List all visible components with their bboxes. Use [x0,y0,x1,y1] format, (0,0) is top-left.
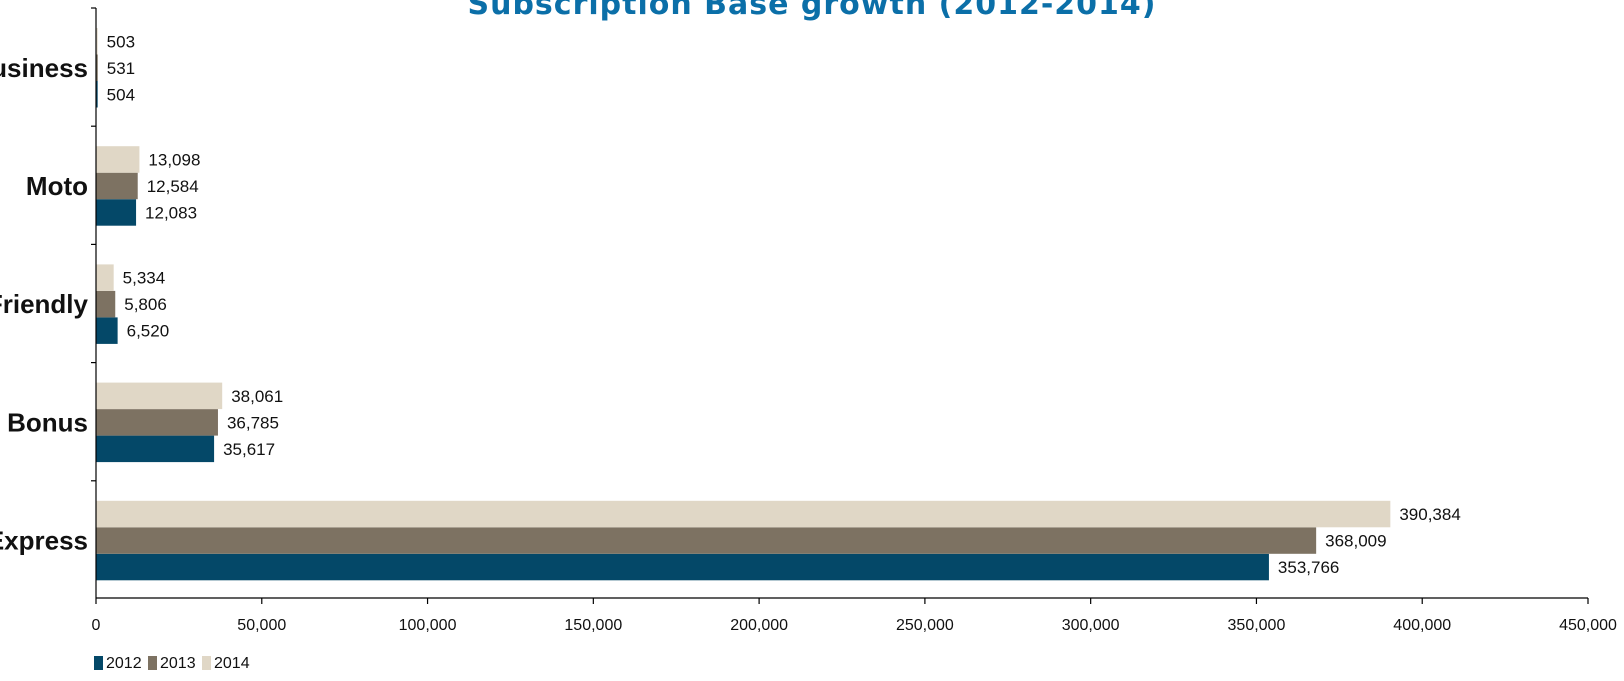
legend-label-2014: 2014 [214,655,250,672]
bar-friendly-2013 [96,290,116,318]
bar-moto-2012 [96,199,137,226]
data-label-friendly-2012: 6,520 [127,322,170,341]
bar-bonus-2013 [96,409,218,436]
bar-moto-2013 [96,172,138,200]
data-label-moto-2013: 12,584 [147,177,199,196]
legend-swatch-2012 [94,656,103,670]
x-tick-label: 300,000 [1062,617,1120,634]
data-label-business-2012: 504 [107,85,135,104]
bar-express-2014 [96,500,1391,528]
category-label-friendly: Friendly [0,289,89,319]
bar-friendly-2012 [96,317,118,344]
bar-business-2012 [96,81,98,108]
data-label-express-2012: 353,766 [1278,558,1339,577]
x-tick-label: 450,000 [1559,617,1617,634]
x-tick-label: 50,000 [237,617,286,634]
category-label-express: Express [0,526,88,556]
data-label-bonus-2014: 38,061 [231,387,283,406]
legend-label-2012: 2012 [106,655,142,672]
data-label-moto-2012: 12,083 [145,203,197,222]
data-label-business-2013: 531 [107,59,135,78]
legend-swatch-2014 [202,656,211,670]
data-label-business-2014: 503 [107,32,135,51]
bar-business-2014 [96,28,98,55]
data-label-bonus-2013: 36,785 [227,413,279,432]
x-tick-label: 100,000 [399,617,457,634]
axes-layer: 0 50,000 100,000 150,000 200,000 250,000 300,0… [91,7,1617,634]
bar-friendly-2014 [96,264,114,291]
data-label-express-2014: 390,384 [1399,505,1460,524]
category-labels-layer: Business Moto Friendly Bonus Express [0,53,89,556]
data-label-express-2013: 368,009 [1325,532,1386,551]
bar-bonus-2014 [96,382,223,410]
bar-business-2013 [96,54,98,81]
chart-title: Subscription Base growth (2012-2014) [467,0,1156,22]
bar-express-2013 [96,527,1317,554]
x-tick-label: 250,000 [896,617,954,634]
x-tick-label: 0 [92,617,101,634]
data-label-bonus-2012: 35,617 [223,440,275,459]
legend: 2012 2013 2014 [94,655,250,672]
category-label-business: Business [0,53,88,83]
bar-bonus-2012 [96,435,215,463]
x-tick-label: 150,000 [564,617,622,634]
bar-moto-2014 [96,146,140,173]
legend-label-2013: 2013 [160,655,196,672]
data-label-friendly-2013: 5,806 [124,295,167,314]
bar-express-2012 [96,553,1269,581]
x-tick-label: 350,000 [1228,617,1286,634]
bars-layer [96,28,1391,581]
data-label-friendly-2014: 5,334 [123,269,166,288]
data-label-moto-2014: 13,098 [148,150,200,169]
category-label-bonus: Bonus [7,407,88,437]
data-labels-layer: 504 531 503 12,083 12,584 13,098 6,520 5,806 5,3… [107,32,1461,577]
category-label-moto: Moto [26,171,88,201]
x-tick-label: 200,000 [730,617,788,634]
legend-swatch-2013 [148,656,157,670]
x-tick-label: 400,000 [1393,617,1451,634]
